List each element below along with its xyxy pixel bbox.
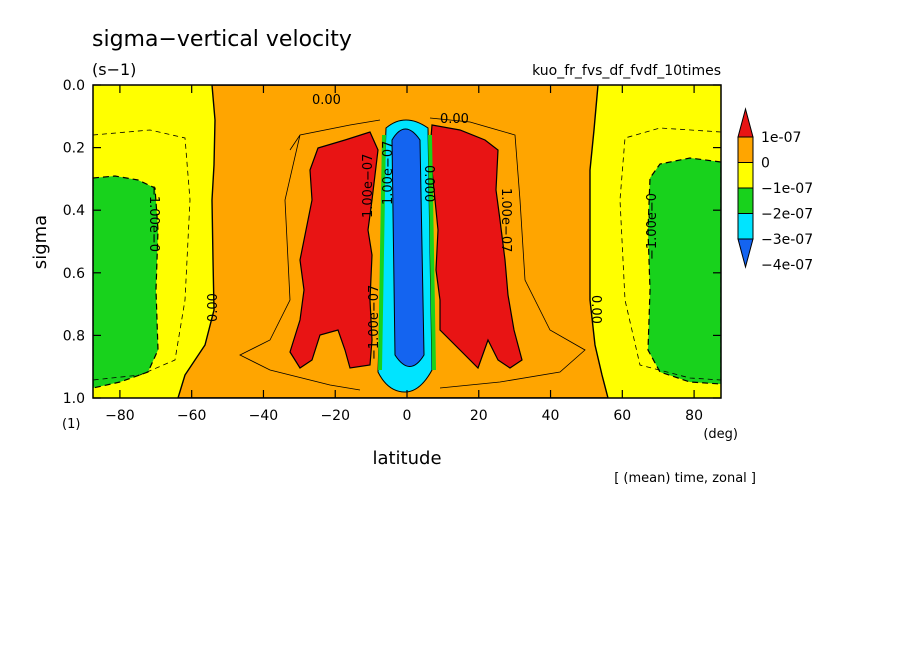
legend-label: −4e-07 xyxy=(761,258,813,274)
legend-label: −1e-07 xyxy=(761,181,813,197)
x-tick-label: 80 xyxy=(685,408,703,424)
y-tick-label: 0.2 xyxy=(63,141,85,157)
chart-title: sigma−vertical velocity xyxy=(92,27,352,52)
x-tick-label: 40 xyxy=(542,408,560,424)
y-tick-label: 0.8 xyxy=(63,328,85,344)
y-units-label: (1) xyxy=(62,417,80,432)
x-tick-label: −40 xyxy=(249,408,279,424)
legend-label: −2e-07 xyxy=(761,207,813,223)
legend-label: −3e-07 xyxy=(761,232,813,248)
y-axis-label: sigma xyxy=(30,215,51,269)
x-tick-label: 0 xyxy=(403,408,412,424)
legend-swatch xyxy=(737,213,754,240)
x-tick-label: −60 xyxy=(177,408,207,424)
plot-area: 0.00 0.00 0.00 0.00 −1.00e−0 −1.00e−0 1.… xyxy=(63,78,722,424)
x-axis: −80 −60 −40 −20 0 20 40 60 80 xyxy=(105,85,703,424)
green-region-right xyxy=(647,157,721,385)
footer-label: [ (mean) time, zonal ] xyxy=(614,471,756,486)
contour-label: −1.00e−0 xyxy=(146,185,161,252)
legend-swatch xyxy=(737,162,754,189)
contour-label: −1.00e−0 xyxy=(645,193,660,260)
red-region-left xyxy=(289,131,379,369)
contour-labels: 0.00 0.00 0.00 0.00 −1.00e−0 −1.00e−0 1.… xyxy=(146,93,660,360)
legend-swatch xyxy=(737,187,754,214)
contour-dashed-left xyxy=(93,129,191,381)
x-tick-label: 20 xyxy=(470,408,488,424)
red-region-right xyxy=(429,124,523,370)
x-tick-label: −20 xyxy=(320,408,350,424)
x-units-label: (deg) xyxy=(703,427,738,442)
contour-label: 0.000 xyxy=(421,165,436,202)
legend-swatch xyxy=(737,136,754,163)
blue-core xyxy=(391,128,425,367)
green-region-left xyxy=(93,175,159,389)
y-axis: 0.0 0.2 0.4 0.6 0.8 1.0 xyxy=(63,78,721,407)
y-tick-label: 1.0 xyxy=(63,391,85,407)
x-tick-label: −80 xyxy=(105,408,135,424)
legend-label: 1e-07 xyxy=(761,130,801,146)
contour-label: 0.00 xyxy=(588,295,603,324)
y-tick-label: 0.0 xyxy=(63,78,85,94)
contour-label: 1.00e−07 xyxy=(361,154,376,218)
contour-label: 1.00e−07 xyxy=(498,188,513,252)
contour-thin xyxy=(239,117,586,391)
y-tick-label: 0.4 xyxy=(63,203,85,219)
legend-swatch xyxy=(737,238,754,269)
contour-dashed-right xyxy=(619,127,721,381)
contour-label: 0.00 xyxy=(312,93,341,108)
contour-label: −1.00e−07 xyxy=(367,285,382,360)
green-band-edge xyxy=(378,134,436,371)
run-label: kuo_fr_fvs_df_fvdf_10times xyxy=(532,63,721,79)
legend-label: 0 xyxy=(761,156,770,172)
legend: 1e-07 0 −1e-07 −2e-07 −3e-07 −4e-07 xyxy=(737,107,813,274)
contour-label: 1.00e−07 xyxy=(381,141,396,205)
contour-label: 0.00 xyxy=(440,112,469,127)
units-label: (s−1) xyxy=(92,60,136,79)
x-axis-label: latitude xyxy=(372,448,441,469)
x-tick-label: 60 xyxy=(613,408,631,424)
legend-swatch xyxy=(737,107,754,138)
y-tick-label: 0.6 xyxy=(63,266,85,282)
contour-label: 0.00 xyxy=(206,293,221,322)
